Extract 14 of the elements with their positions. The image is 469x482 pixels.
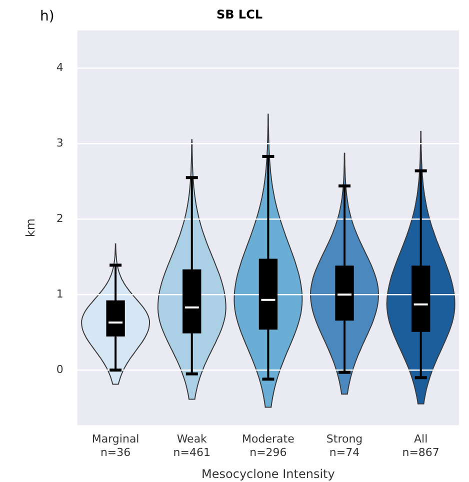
y-tick-label: 4	[56, 61, 64, 74]
y-tick-label: 1	[56, 287, 64, 300]
text: h)	[40, 8, 54, 25]
y-tick-label: 2	[56, 212, 64, 225]
x-tick-label: Weak n=461	[173, 432, 210, 459]
y-tick-label: 3	[56, 136, 64, 150]
x-tick-label: All n=867	[402, 432, 440, 459]
x-tick-label: Moderate n=296	[242, 432, 295, 459]
x-tick-label: Strong n=74	[326, 432, 363, 459]
chart-title: SB LCL	[216, 7, 263, 22]
y-axis-title: km	[23, 218, 38, 238]
x-axis-title: Mesocyclone Intensity	[202, 466, 335, 481]
x-tick-label: Marginal n=36	[92, 432, 140, 459]
y-tick-label: 0	[56, 362, 64, 376]
